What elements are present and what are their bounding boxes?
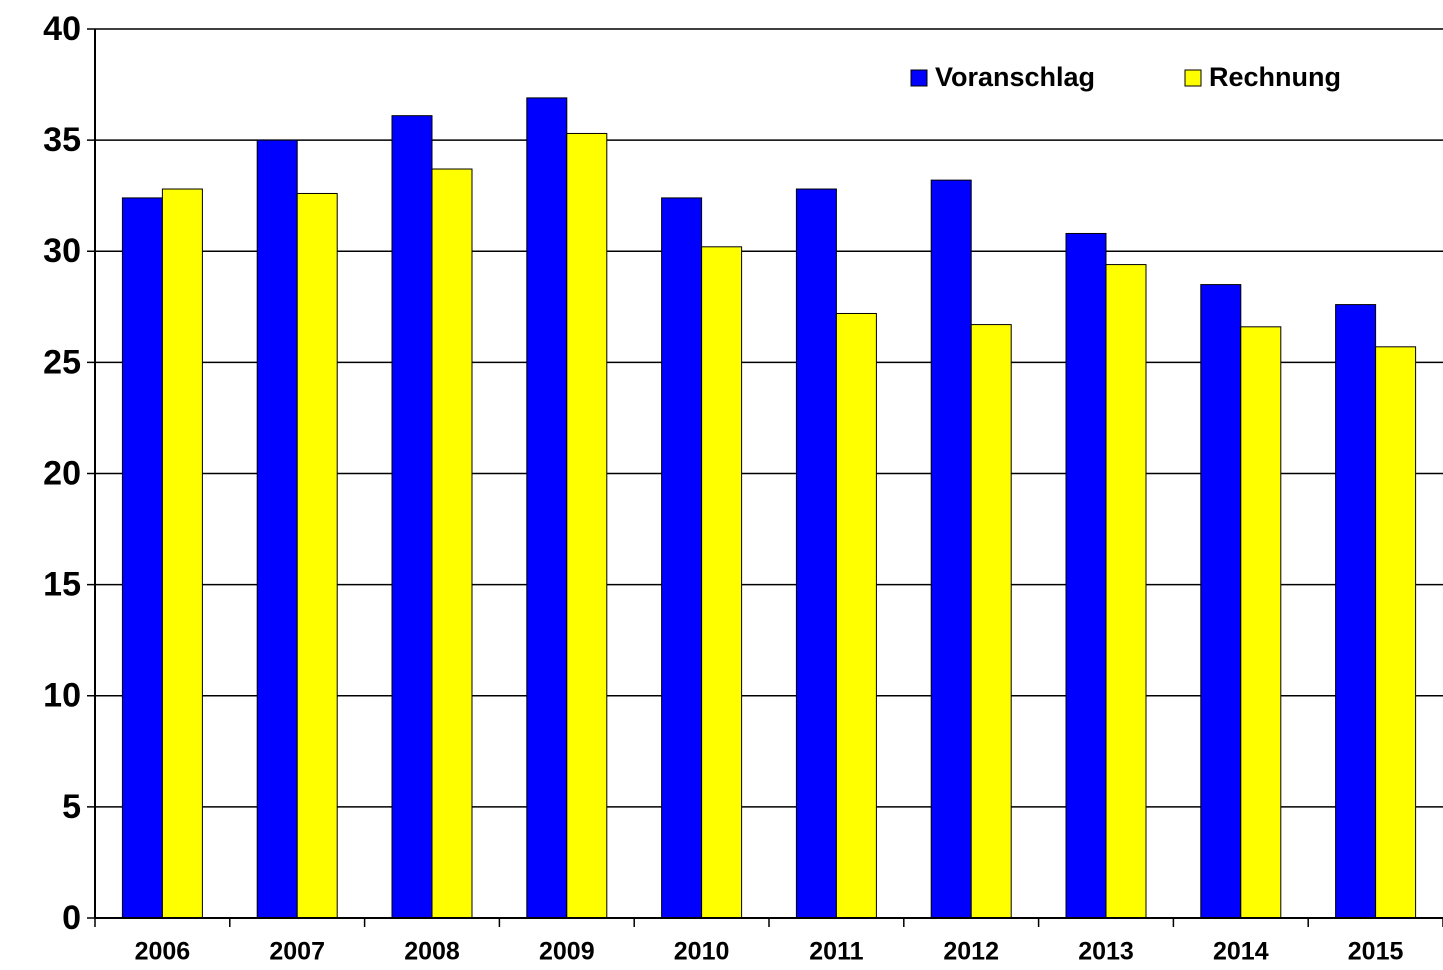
x-tick-label: 2010 [674, 938, 730, 966]
y-tick-label: 10 [43, 677, 81, 715]
x-tick-label: 2013 [1078, 938, 1134, 966]
y-tick-label: 5 [62, 788, 81, 826]
x-tick-label: 2012 [943, 938, 999, 966]
y-tick-label: 15 [43, 566, 81, 604]
legend-swatch [910, 69, 928, 87]
x-tick-label: 2009 [539, 938, 595, 966]
y-tick-label: 40 [43, 10, 81, 48]
x-tick-label: 2006 [135, 938, 191, 966]
legend-swatch [1184, 69, 1202, 87]
legend-label: Voranschlag [935, 62, 1095, 92]
x-tick-label: 2008 [404, 938, 460, 966]
y-tick-label: 30 [43, 232, 81, 270]
bar [121, 197, 163, 919]
bar [566, 132, 608, 919]
bar [835, 312, 877, 919]
bar [970, 324, 1012, 919]
bar [1065, 232, 1107, 919]
bar [930, 179, 972, 919]
bar [795, 188, 837, 919]
y-tick-label: 25 [43, 343, 81, 381]
bar [1375, 346, 1417, 919]
legend-label: Rechnung [1209, 62, 1341, 92]
bar [431, 168, 473, 919]
bar [701, 246, 743, 919]
bar [391, 115, 433, 919]
bar [296, 192, 338, 919]
y-tick-label: 20 [43, 454, 81, 492]
x-tick-label: 2011 [809, 938, 863, 966]
x-tick-label: 2007 [269, 938, 325, 966]
bar [526, 97, 568, 919]
bar [1105, 264, 1147, 919]
bar [161, 188, 203, 919]
x-tick-label: 2015 [1348, 938, 1404, 966]
y-tick-label: 35 [43, 121, 81, 159]
x-tick-label: 2014 [1213, 938, 1269, 966]
bar [1335, 304, 1377, 919]
bar [1240, 326, 1282, 919]
y-tick-label: 0 [62, 899, 81, 937]
bar [256, 139, 298, 919]
bar [661, 197, 703, 919]
bar [1200, 284, 1242, 919]
